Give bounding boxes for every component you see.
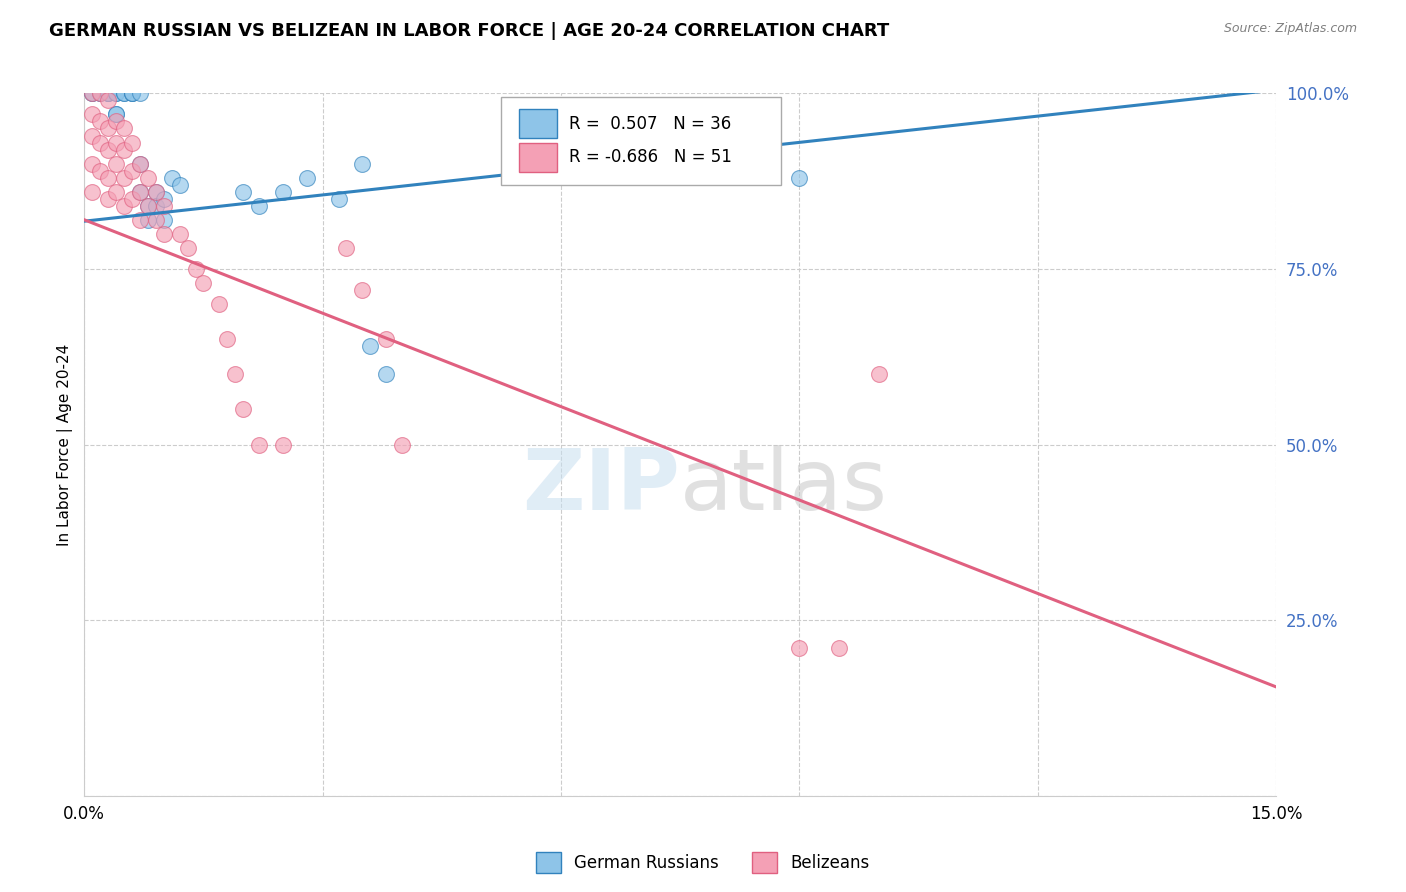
Point	[271, 185, 294, 199]
Point	[89, 87, 111, 101]
Point	[169, 178, 191, 192]
Point	[89, 163, 111, 178]
Point	[121, 136, 143, 150]
Point	[129, 156, 152, 170]
Point	[97, 87, 120, 101]
Point	[105, 107, 128, 121]
Text: R =  0.507   N = 36: R = 0.507 N = 36	[569, 114, 731, 133]
Text: Source: ZipAtlas.com: Source: ZipAtlas.com	[1223, 22, 1357, 36]
Point	[121, 87, 143, 101]
Point	[271, 437, 294, 451]
Point	[224, 368, 246, 382]
Point	[121, 163, 143, 178]
Text: ZIP: ZIP	[523, 445, 681, 528]
Point	[97, 121, 120, 136]
FancyBboxPatch shape	[502, 97, 782, 185]
Point	[328, 192, 350, 206]
Point	[375, 368, 398, 382]
Point	[105, 107, 128, 121]
Point	[89, 136, 111, 150]
Point	[176, 241, 198, 255]
Point	[129, 212, 152, 227]
Point	[112, 121, 135, 136]
Point	[82, 128, 104, 143]
Point	[152, 192, 174, 206]
Point	[789, 641, 811, 656]
Point	[247, 437, 270, 451]
Point	[82, 87, 104, 101]
FancyBboxPatch shape	[519, 143, 557, 172]
Point	[97, 87, 120, 101]
Point	[97, 192, 120, 206]
Point	[335, 241, 357, 255]
Point	[105, 87, 128, 101]
Point	[136, 199, 159, 213]
Point	[129, 87, 152, 101]
Point	[184, 262, 207, 277]
Point	[105, 87, 128, 101]
Point	[112, 170, 135, 185]
Point	[82, 107, 104, 121]
Point	[208, 297, 231, 311]
Point	[89, 87, 111, 101]
Legend: German Russians, Belizeans: German Russians, Belizeans	[529, 846, 877, 880]
Point	[232, 402, 254, 417]
Point	[97, 143, 120, 157]
Point	[105, 136, 128, 150]
Point	[145, 212, 167, 227]
Point	[82, 87, 104, 101]
Text: GERMAN RUSSIAN VS BELIZEAN IN LABOR FORCE | AGE 20-24 CORRELATION CHART: GERMAN RUSSIAN VS BELIZEAN IN LABOR FORC…	[49, 22, 890, 40]
Point	[868, 368, 890, 382]
Point	[375, 332, 398, 346]
FancyBboxPatch shape	[519, 109, 557, 138]
Point	[121, 87, 143, 101]
Point	[391, 437, 413, 451]
Point	[160, 170, 183, 185]
Point	[828, 641, 851, 656]
Point	[169, 227, 191, 241]
Point	[105, 156, 128, 170]
Point	[105, 185, 128, 199]
Point	[89, 114, 111, 128]
Point	[136, 170, 159, 185]
Point	[152, 212, 174, 227]
Point	[89, 87, 111, 101]
Text: R = -0.686   N = 51: R = -0.686 N = 51	[569, 148, 733, 166]
Point	[217, 332, 239, 346]
Point	[136, 199, 159, 213]
Point	[352, 283, 374, 297]
Point	[112, 87, 135, 101]
Point	[105, 114, 128, 128]
Point	[295, 170, 318, 185]
Point	[97, 87, 120, 101]
Point	[145, 185, 167, 199]
Point	[112, 199, 135, 213]
Point	[359, 339, 381, 353]
Point	[789, 170, 811, 185]
Point	[121, 87, 143, 101]
Point	[145, 185, 167, 199]
Point	[82, 185, 104, 199]
Point	[121, 192, 143, 206]
Point	[112, 143, 135, 157]
Point	[152, 227, 174, 241]
Point	[129, 185, 152, 199]
Point	[352, 156, 374, 170]
Point	[152, 199, 174, 213]
Point	[82, 156, 104, 170]
Point	[136, 212, 159, 227]
Point	[232, 185, 254, 199]
Point	[145, 199, 167, 213]
Point	[129, 156, 152, 170]
Point	[82, 87, 104, 101]
Point	[97, 94, 120, 108]
Point	[247, 199, 270, 213]
Point	[129, 185, 152, 199]
Point	[97, 170, 120, 185]
Point	[193, 276, 215, 290]
Y-axis label: In Labor Force | Age 20-24: In Labor Force | Age 20-24	[58, 343, 73, 546]
Text: atlas: atlas	[681, 445, 889, 528]
Point	[112, 87, 135, 101]
